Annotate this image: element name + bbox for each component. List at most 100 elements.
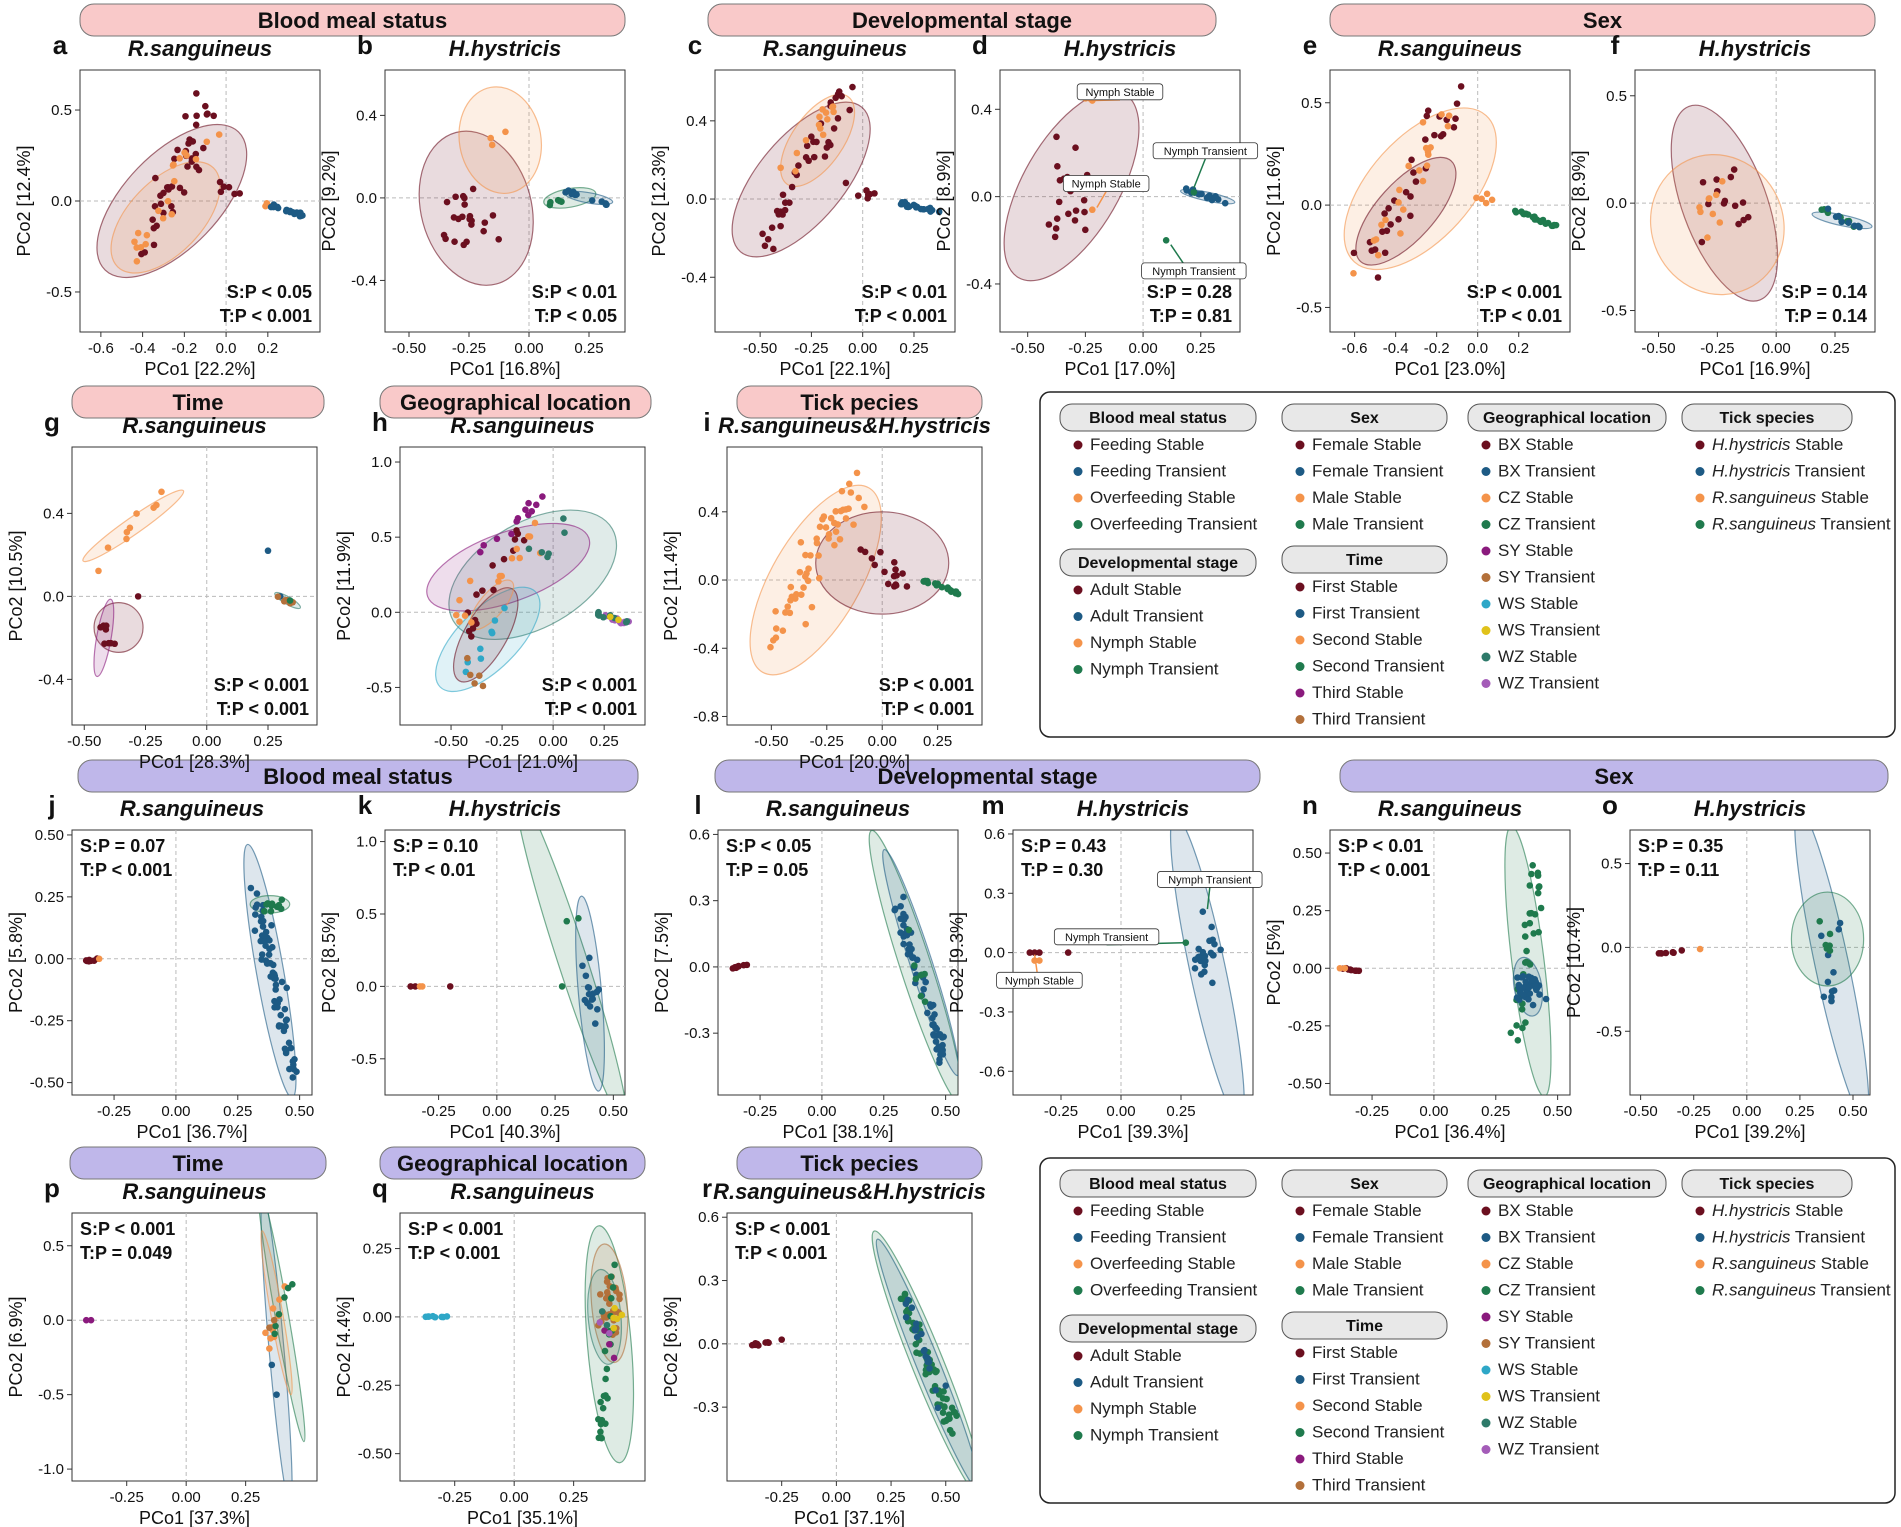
legend-swatch-navy (1295, 1375, 1305, 1384)
data-point-dark_red (203, 111, 211, 118)
data-point-orange (1396, 186, 1403, 194)
data-point-navy (900, 940, 907, 948)
data-point-dark_red (479, 587, 486, 594)
data-point-navy (1208, 923, 1215, 931)
legend-item: Male Transient (1295, 1281, 1424, 1300)
legend-species-name: R.sanguineus (1712, 488, 1816, 507)
callout-label: Nymph Stable (1085, 87, 1154, 99)
callout-arrow (1206, 887, 1211, 910)
data-point-orange (1374, 251, 1382, 259)
plot-area (1655, 830, 1870, 1095)
data-point-dark_red (1053, 133, 1060, 141)
data-point-orange (802, 620, 809, 628)
stat-label: S:P < 0.01 (1338, 836, 1423, 856)
data-point-dark_red (180, 189, 188, 196)
legend-swatch-dark_red (1295, 582, 1305, 592)
legend-group-dev: Developmental stage Adult Stable Adult Tra… (1059, 1314, 1257, 1445)
callout-box (1157, 871, 1263, 888)
x-tick-label: 0.00 (807, 1103, 836, 1120)
legend-swatch-navy (1073, 1378, 1083, 1387)
data-point-dark_red (236, 190, 244, 197)
data-point-dark_red (1424, 107, 1432, 114)
section-header-bar (69, 1146, 327, 1180)
data-point-dark_red (468, 221, 475, 228)
data-point-navy (903, 203, 911, 211)
y-tick-label: 0.25 (35, 889, 64, 906)
x-axis-label: PCo1 [40.3%] (449, 1122, 560, 1142)
legend-group-title: Tick species (1720, 410, 1815, 427)
data-point-orange (133, 510, 140, 517)
data-point-orange (845, 480, 853, 488)
data-point-orange (1445, 112, 1453, 119)
legend-swatch-dark_red (1073, 585, 1083, 595)
stat-label: T:P < 0.001 (855, 306, 947, 326)
legend-item: H.hystricis Stable (1695, 1201, 1843, 1220)
legend-item-label: Feeding Stable (1090, 435, 1204, 454)
data-point-orange (1425, 151, 1432, 158)
data-point-orange (1696, 204, 1703, 211)
data-point-green (921, 998, 929, 1005)
x-tick-label: -0.25 (421, 1103, 455, 1120)
legend-item-label: Male Stable (1312, 488, 1402, 507)
data-point-purple (539, 493, 546, 500)
data-point-navy (584, 984, 592, 991)
data-point-navy (586, 954, 593, 962)
data-point-green (609, 1284, 617, 1291)
section-header-bar (707, 3, 1217, 37)
legend-item: WZ Transient (1481, 1440, 1599, 1459)
legend-group-time: Time First Stable First Transient Second St… (1281, 1311, 1448, 1495)
x-tick-label: 0.00 (1106, 1103, 1135, 1120)
data-point-navy (900, 893, 907, 901)
panel-o: o H.hystricis -0.50 -0.25 0.00 0.25 0.50 -0.5 0.… (1564, 790, 1871, 1142)
panel-letter: n (1302, 790, 1318, 820)
legend-swatch-orange (1295, 493, 1305, 503)
data-point-green (1552, 221, 1560, 229)
legend-item: Overfeeding Transient (1073, 1281, 1258, 1300)
data-point-dark_red (842, 179, 850, 187)
legend-item: R.sanguineus Transient (1695, 1281, 1891, 1300)
data-point-dark_red (216, 178, 224, 186)
data-point-navy (1838, 218, 1845, 226)
stat-label: T:P < 0.001 (80, 860, 172, 880)
legend-swatch-brown (1295, 1481, 1305, 1490)
legend-item: Nymph Stable (1073, 1399, 1197, 1418)
y-tick-label: -0.4 (681, 269, 707, 286)
data-point-orange (531, 519, 539, 527)
data-point-orange (1478, 195, 1485, 203)
x-tick-label: 0.50 (599, 1103, 628, 1120)
data-point-dark_red (200, 144, 207, 152)
panel-title: H.hystricis (449, 796, 562, 821)
data-point-green (1521, 933, 1529, 940)
panel-letter: a (53, 30, 68, 60)
data-point-brown (270, 1316, 278, 1324)
x-tick-label: 0.50 (1838, 1103, 1867, 1120)
x-axis-label: PCo1 [22.2%] (144, 359, 255, 379)
data-point-orange (1036, 957, 1043, 964)
x-tick-label: 0.25 (223, 1103, 252, 1120)
data-point-green (1534, 889, 1542, 897)
data-point-dark_red (1379, 228, 1386, 235)
legend-swatch-teal (1481, 1418, 1491, 1428)
legend-group-header (1059, 403, 1257, 432)
y-tick-label: -0.25 (1288, 1018, 1322, 1035)
legend-item: SY Stable (1481, 1307, 1573, 1326)
data-point-yellow (610, 1324, 618, 1332)
data-point-dark_red (489, 562, 496, 569)
x-tick-label: -0.4 (1383, 340, 1409, 357)
data-point-dark_red (469, 185, 477, 193)
y-axis-label: PCo2 [11.9%] (334, 531, 354, 641)
callout-label: Nymph Transient (1152, 266, 1235, 278)
data-point-navy (1207, 949, 1215, 957)
data-point-orange (792, 167, 799, 175)
data-point-dark_red (151, 202, 159, 210)
plot-area (729, 830, 958, 1095)
data-point-dark_red (407, 983, 414, 990)
data-point-green (597, 1428, 604, 1436)
data-point-navy (1513, 994, 1521, 1001)
panel-i: i R.sanguineus&H.hystricis -0.50 -0.25 0.00 0… (661, 407, 991, 772)
data-point-navy (593, 988, 601, 996)
legend-item: WZ Stable (1481, 1413, 1577, 1432)
legend-group-title: Blood meal status (1089, 410, 1227, 427)
legend-item: WS Transient (1481, 1387, 1600, 1406)
data-point-navy (902, 1313, 910, 1321)
